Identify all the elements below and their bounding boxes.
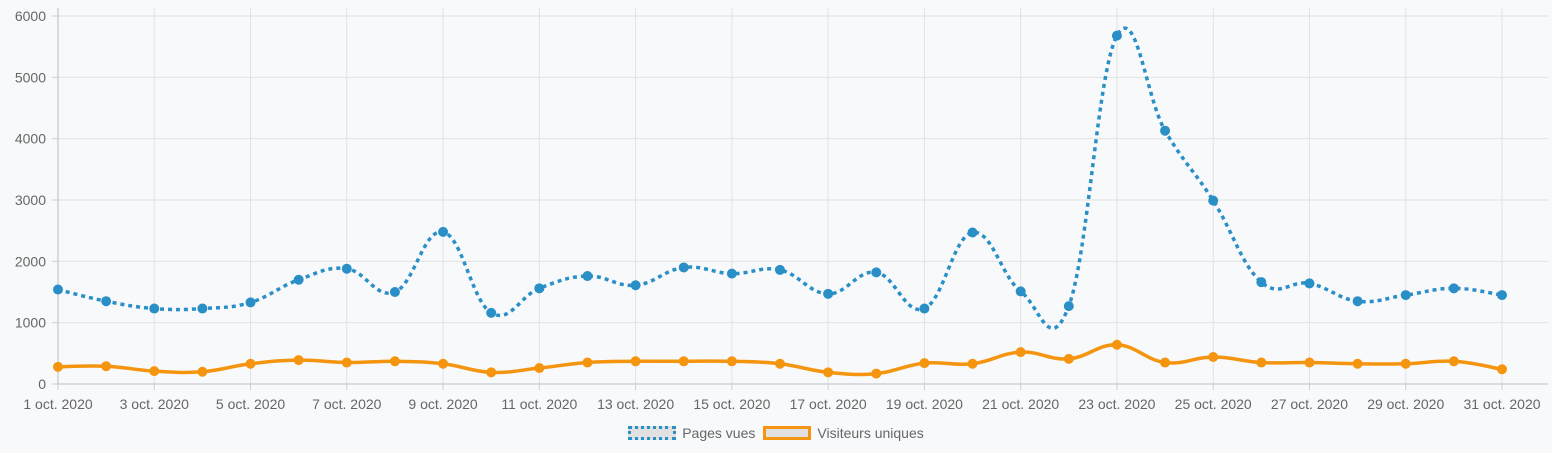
x-tick-label: 27 oct. 2020 xyxy=(1271,396,1348,412)
data-point xyxy=(1352,296,1363,307)
data-point xyxy=(245,358,256,369)
legend-label-pages-vues: Pages vues xyxy=(682,425,756,441)
data-point xyxy=(1400,290,1411,301)
data-point xyxy=(1015,347,1026,358)
x-tick-label: 13 oct. 2020 xyxy=(597,396,674,412)
data-point xyxy=(726,268,737,279)
data-point xyxy=(149,366,160,377)
data-point xyxy=(1111,30,1122,41)
x-tick-label: 11 oct. 2020 xyxy=(501,396,577,412)
data-point xyxy=(293,355,304,366)
y-tick-label: 0 xyxy=(38,376,46,392)
data-point xyxy=(149,303,160,314)
data-point xyxy=(823,288,834,299)
data-point xyxy=(1256,277,1267,288)
data-point xyxy=(341,357,352,368)
data-point xyxy=(775,358,785,369)
series-pages-vues xyxy=(53,26,1507,331)
data-point xyxy=(678,356,689,367)
x-tick-label: 1 oct. 2020 xyxy=(23,396,92,412)
data-point xyxy=(1160,357,1171,368)
data-point xyxy=(823,367,834,378)
data-point xyxy=(1497,290,1507,301)
legend-swatch-pages-vues xyxy=(628,426,677,440)
legend-item-visiteurs-uniques[interactable]: Visiteurs uniques xyxy=(763,425,924,441)
data-point xyxy=(1448,283,1459,294)
x-tick-label: 25 oct. 2020 xyxy=(1175,396,1252,412)
data-point xyxy=(389,287,400,297)
data-point xyxy=(1304,278,1315,289)
data-point xyxy=(438,226,449,237)
data-point xyxy=(1160,125,1171,136)
data-point xyxy=(1497,364,1507,375)
data-point xyxy=(630,280,641,291)
data-point xyxy=(101,296,112,307)
data-point xyxy=(197,303,208,314)
x-tick-label: 17 oct. 2020 xyxy=(790,396,867,412)
series-line-pages-vues xyxy=(57,26,1503,331)
data-point xyxy=(245,297,256,308)
data-point xyxy=(101,361,112,372)
data-point xyxy=(1448,356,1459,367)
data-point xyxy=(534,283,545,294)
data-point xyxy=(1400,358,1411,369)
data-point xyxy=(871,267,882,278)
data-point xyxy=(967,227,978,238)
y-tick-label: 5000 xyxy=(15,69,46,85)
data-point xyxy=(389,356,400,367)
data-point xyxy=(1352,358,1363,369)
data-point xyxy=(630,356,641,367)
data-point xyxy=(582,271,593,282)
legend-item-pages-vues[interactable]: Pages vues xyxy=(628,425,755,441)
x-tick-label: 5 oct. 2020 xyxy=(216,396,285,412)
data-point xyxy=(53,284,63,295)
data-point xyxy=(871,368,882,379)
data-point xyxy=(486,367,497,378)
data-point xyxy=(919,358,930,369)
data-point xyxy=(1015,286,1026,297)
data-point xyxy=(726,356,737,367)
legend-label-visiteurs-uniques: Visiteurs uniques xyxy=(817,425,924,441)
chart-legend: Pages vues Visiteurs uniques xyxy=(0,425,1552,441)
chart-plot: 0 1000 2000 3000 4000 5000 6000 1 oct. 2020 3 oc… xyxy=(15,8,1548,412)
x-tick-label: 23 oct. 2020 xyxy=(1078,396,1155,412)
data-point xyxy=(1208,195,1219,206)
x-tick-label: 15 oct. 2020 xyxy=(693,396,770,412)
data-point xyxy=(341,263,352,274)
x-tick-label: 21 oct. 2020 xyxy=(982,396,1059,412)
data-point xyxy=(1063,301,1074,312)
data-point xyxy=(1208,352,1219,363)
legend-swatch-visiteurs-uniques xyxy=(763,426,812,440)
y-tick-label: 4000 xyxy=(15,131,46,147)
x-tick-label: 29 oct. 2020 xyxy=(1367,396,1444,412)
x-tick-label: 3 oct. 2020 xyxy=(120,396,189,412)
x-tick-label: 9 oct. 2020 xyxy=(408,396,477,412)
data-point xyxy=(775,264,785,275)
data-point xyxy=(1304,357,1315,368)
x-tick-label: 7 oct. 2020 xyxy=(312,396,381,412)
data-point xyxy=(486,307,497,318)
data-point xyxy=(1256,357,1267,368)
data-point xyxy=(438,358,449,369)
data-point xyxy=(534,363,545,374)
data-point xyxy=(967,358,978,369)
data-point xyxy=(1111,339,1122,350)
series-visiteurs-uniques xyxy=(53,339,1507,379)
x-tick-label: 19 oct. 2020 xyxy=(886,396,963,412)
data-point xyxy=(53,361,63,372)
y-tick-label: 2000 xyxy=(15,253,46,269)
y-tick-label: 3000 xyxy=(15,192,46,208)
y-tick-label: 1000 xyxy=(15,315,46,331)
x-tick-label: 31 oct. 2020 xyxy=(1463,396,1540,412)
data-point xyxy=(919,303,930,314)
data-point xyxy=(678,262,689,273)
data-point xyxy=(293,274,304,285)
data-point xyxy=(1063,353,1074,364)
data-point xyxy=(197,366,208,377)
y-tick-label: 6000 xyxy=(15,8,46,24)
data-point xyxy=(582,357,593,368)
